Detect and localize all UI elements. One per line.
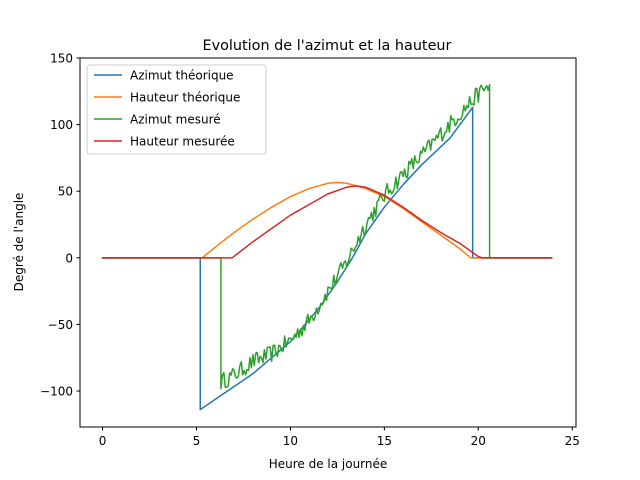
legend-label: Azimut théorique (130, 69, 234, 83)
legend: Azimut théorique Hauteur théorique Azimut … (86, 64, 267, 155)
legend-label: Azimut mesuré (130, 113, 221, 127)
x-tick-label: 15 (377, 434, 392, 448)
series-line-3 (101, 83, 553, 390)
legend-label: Hauteur théorique (130, 91, 240, 105)
x-tick-label: 25 (565, 434, 580, 448)
legend-label: Hauteur mesurée (130, 135, 235, 149)
series-line-1 (101, 106, 553, 411)
x-tick-label: 0 (99, 434, 107, 448)
legend-box (86, 64, 267, 155)
series-line-2 (101, 181, 553, 259)
x-tick-label: 5 (193, 434, 201, 448)
y-tick-label: −50 (48, 318, 73, 332)
y-tick-label: 100 (50, 118, 73, 132)
y-tick-label: 150 (50, 52, 73, 66)
chart-title: Evolution de l'azimut et la hauteur (203, 38, 452, 54)
x-tick-label: 20 (471, 434, 486, 448)
y-tick-label: 0 (65, 251, 73, 265)
plot-frame (79, 57, 577, 428)
y-axis-label: Degré de l'angle (12, 193, 26, 292)
x-axis: 0 5 10 15 20 25 (99, 427, 580, 448)
series-line-4 (101, 185, 553, 259)
plot-series (101, 83, 553, 411)
y-tick-label: 50 (58, 185, 73, 199)
x-axis-label: Heure de la journée (269, 457, 388, 471)
y-tick-label: −100 (40, 385, 73, 399)
x-tick-label: 10 (283, 434, 298, 448)
y-axis: −100 −50 0 50 100 150 (40, 52, 80, 399)
